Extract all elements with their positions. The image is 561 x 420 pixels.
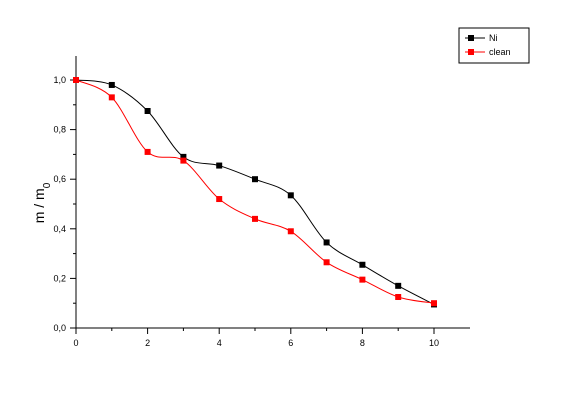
data-point-ni bbox=[395, 282, 402, 289]
y-tick-label: 0,2 bbox=[53, 273, 66, 283]
legend-marker-ni bbox=[468, 35, 474, 41]
data-point-ni bbox=[180, 153, 187, 160]
data-point-clean bbox=[431, 300, 437, 307]
series-line-ni bbox=[75, 79, 435, 305]
data-point-clean bbox=[73, 77, 79, 83]
data-point-ni bbox=[252, 176, 258, 183]
data-point-ni bbox=[287, 192, 294, 199]
data-point-clean bbox=[359, 276, 366, 283]
data-point-clean bbox=[287, 228, 294, 235]
x-tick-label: 0 bbox=[73, 338, 78, 348]
legend-label-clean: clean bbox=[489, 47, 511, 57]
data-point-ni bbox=[216, 162, 223, 169]
ticks bbox=[70, 79, 435, 334]
data-point-clean bbox=[144, 148, 151, 155]
x-tick-label: 10 bbox=[429, 338, 439, 348]
data-point-clean bbox=[323, 259, 330, 266]
y-tick-label: 0,4 bbox=[53, 224, 66, 234]
y-tick-label: 0,6 bbox=[53, 174, 66, 184]
x-tick-label: 8 bbox=[360, 338, 365, 348]
legend-marker-clean bbox=[468, 49, 474, 55]
x-tick-label: 6 bbox=[288, 338, 293, 348]
data-point-clean bbox=[395, 294, 402, 300]
y-tick-label: 0,8 bbox=[53, 125, 66, 135]
data-point-clean bbox=[252, 215, 258, 222]
y-tick-label: 1,0 bbox=[53, 75, 66, 85]
data-point-clean bbox=[108, 94, 115, 101]
data-point-clean bbox=[180, 157, 187, 164]
data-markers bbox=[73, 77, 437, 308]
x-tick-label: 4 bbox=[217, 338, 222, 348]
data-point-clean bbox=[216, 196, 223, 203]
y-tick-label: 0,0 bbox=[53, 323, 66, 333]
x-tick-label: 2 bbox=[145, 338, 150, 348]
data-point-ni bbox=[359, 261, 366, 268]
axes bbox=[75, 56, 470, 329]
series-line-clean bbox=[75, 79, 435, 304]
data-point-ni bbox=[323, 239, 330, 246]
tick-labels: 0 2 4 6 8 10 0,0 0,2 0,4 0,6 0,8 1,0 bbox=[53, 75, 439, 348]
legend-label-ni: Ni bbox=[489, 33, 498, 43]
legend-box bbox=[458, 27, 530, 64]
data-point-ni bbox=[144, 108, 151, 114]
y-axis-label-subscript: 0 bbox=[42, 182, 53, 188]
y-axis-label: m / m0 bbox=[31, 182, 53, 223]
legend: Ni clean bbox=[458, 27, 530, 64]
fitted-curves bbox=[75, 79, 435, 305]
data-point-ni bbox=[108, 81, 115, 88]
y-axis-label-main: m / m bbox=[31, 188, 47, 223]
